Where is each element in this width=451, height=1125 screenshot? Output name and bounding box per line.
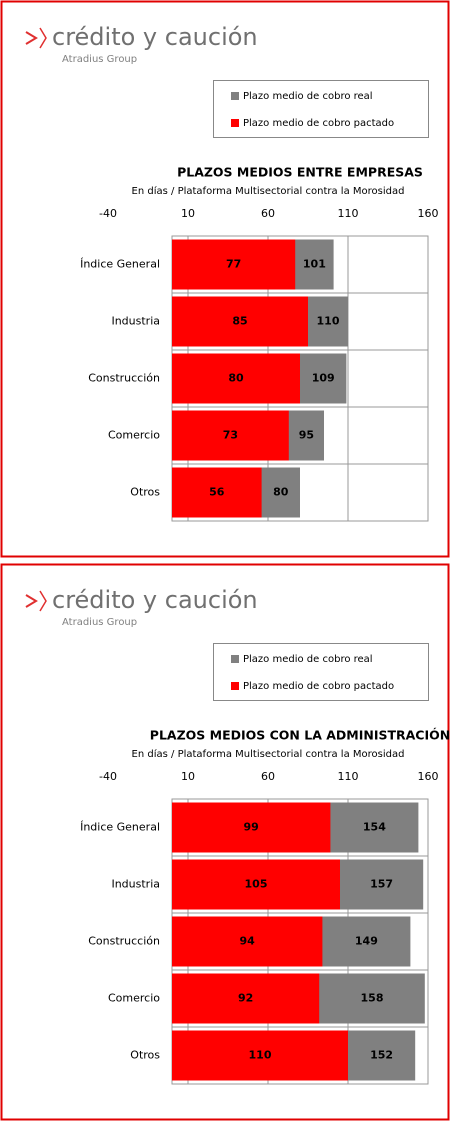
chart-subtitle: En días / Plataforma Multisectorial cont…	[132, 748, 405, 760]
chart-subtitle: En días / Plataforma Multisectorial cont…	[132, 185, 405, 197]
bar	[172, 859, 340, 910]
value-label: 94	[240, 935, 256, 948]
value-label: 109	[312, 372, 335, 385]
x-tick-label: 160	[418, 207, 439, 220]
value-label: 80	[273, 486, 289, 499]
category-label: Índice General	[80, 258, 160, 271]
bar	[172, 1030, 348, 1081]
legend-label: Plazo medio de cobro real	[243, 654, 373, 665]
value-label: 56	[209, 486, 225, 499]
category-label: Construcción	[88, 935, 160, 948]
value-label: 95	[299, 429, 314, 442]
panel-border	[0, 563, 450, 1121]
bar	[172, 973, 320, 1024]
value-label: 149	[355, 935, 378, 948]
logo-mark	[39, 27, 47, 49]
x-tick-label: 10	[181, 207, 195, 220]
category-label: Construcción	[88, 372, 160, 385]
value-label: 101	[303, 258, 326, 271]
logo-mark	[39, 590, 47, 612]
bar	[172, 296, 308, 347]
value-label: 154	[363, 821, 386, 834]
brand-sub: Atradius Group	[62, 54, 137, 65]
value-label: 85	[232, 315, 247, 328]
x-tick-label: -40	[99, 207, 117, 220]
value-label: 73	[223, 429, 238, 442]
category-label: Comercio	[108, 992, 160, 1005]
bar	[172, 239, 296, 290]
bar	[172, 410, 289, 461]
x-tick-label: 110	[338, 770, 359, 783]
bar	[172, 353, 300, 404]
value-label: 158	[361, 992, 384, 1005]
x-tick-label: 160	[418, 770, 439, 783]
category-label: Otros	[130, 1049, 160, 1062]
value-label: 110	[249, 1049, 272, 1062]
value-label: 105	[245, 878, 268, 891]
x-tick-label: 60	[261, 770, 275, 783]
value-label: 92	[238, 992, 253, 1005]
value-label: 99	[244, 821, 259, 834]
legend-swatch	[231, 655, 239, 663]
value-label: 152	[370, 1049, 393, 1062]
value-label: 77	[226, 258, 241, 271]
category-label: Otros	[130, 486, 160, 499]
panel-border	[0, 0, 450, 558]
bar	[172, 802, 331, 853]
bar	[172, 467, 262, 518]
x-tick-label: 10	[181, 770, 195, 783]
brand: crédito y caución	[52, 586, 258, 614]
chart-title: PLAZOS MEDIOS CON LA ADMINISTRACIÓN	[150, 728, 450, 743]
legend-label: Plazo medio de cobro pactado	[243, 118, 394, 129]
legend-swatch	[231, 92, 239, 100]
logo-mark	[25, 31, 38, 45]
category-label: Industria	[111, 315, 160, 328]
category-label: Industria	[111, 878, 160, 891]
logo-mark	[25, 594, 38, 608]
category-label: Comercio	[108, 429, 160, 442]
chart-title: PLAZOS MEDIOS ENTRE EMPRESAS	[177, 165, 423, 180]
brand-sub: Atradius Group	[62, 617, 137, 628]
x-tick-label: 60	[261, 207, 275, 220]
legend-box	[213, 643, 429, 701]
value-label: 157	[370, 878, 393, 891]
category-label: Índice General	[80, 821, 160, 834]
value-label: 80	[228, 372, 244, 385]
legend-label: Plazo medio de cobro pactado	[243, 681, 394, 692]
legend-swatch	[231, 682, 239, 690]
value-label: 110	[317, 315, 340, 328]
x-tick-label: -40	[99, 770, 117, 783]
legend-box	[213, 80, 429, 138]
x-tick-label: 110	[338, 207, 359, 220]
bar	[172, 916, 323, 967]
legend-label: Plazo medio de cobro real	[243, 91, 373, 102]
brand: crédito y caución	[52, 23, 258, 51]
legend-swatch	[231, 119, 239, 127]
